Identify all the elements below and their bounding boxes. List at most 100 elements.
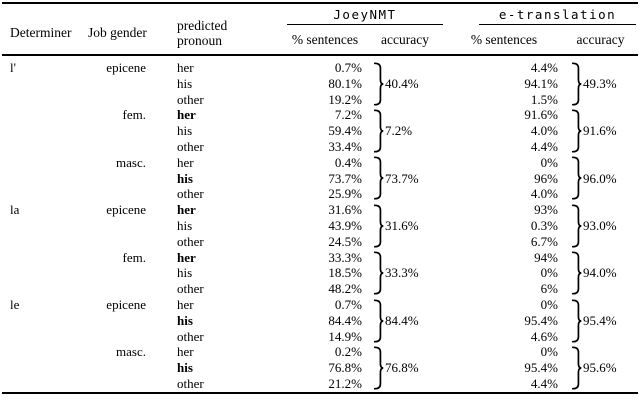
accuracy-brace-group: 96.0% (572, 156, 638, 200)
joey-accuracy-cell: 84.4% (365, 297, 445, 344)
accuracy-value: 40.4% (385, 75, 419, 91)
accuracy-brace-group: 84.4% (374, 299, 445, 343)
pronoun-cell: other (177, 375, 204, 391)
accuracy-value: 7.2% (385, 123, 413, 139)
accuracy-value: 73.7% (385, 170, 419, 186)
table-row: other 14.9% 4.6% (2, 329, 638, 345)
etrans-pct-cell: 0% (540, 265, 558, 281)
joey-pct-cell: 24.5% (328, 233, 362, 249)
etrans-pct-cell: 4.4% (530, 375, 558, 391)
joey-accuracy-cell: 73.7% (365, 155, 445, 202)
header-joey-accuracy: accuracy (381, 31, 429, 47)
table-row: other 19.2% 1.5% (2, 92, 638, 108)
table-row: his 80.1% 94.1% (2, 76, 638, 92)
pronoun-cell: other (177, 281, 204, 297)
table-row: la epicene her 31.6% 31.6% 93% 93.0% (2, 202, 638, 218)
brace-icon (374, 299, 384, 343)
pronoun-cell: his (177, 217, 193, 233)
accuracy-brace-group: 33.3% (374, 251, 445, 295)
brace-icon (572, 299, 582, 343)
joey-pct-cell: 33.4% (328, 138, 362, 154)
joey-pct-cell: 0.7% (334, 296, 362, 312)
etrans-pct-cell: 95.4% (524, 360, 558, 376)
job-gender-cell: epicene (106, 60, 146, 75)
etrans-pct-cell: 4.0% (530, 123, 558, 139)
header-predicted-pronoun: predicted pronoun (150, 3, 285, 55)
brace-icon (572, 156, 582, 200)
pronoun-cell: other (177, 186, 204, 202)
joey-accuracy-cell: 7.2% (365, 107, 445, 154)
pronoun-cell: his (177, 312, 193, 328)
etrans-pct-cell: 96% (534, 170, 558, 186)
joey-pct-cell: 43.9% (328, 217, 362, 233)
header-group-etranslation: e-translation (445, 3, 638, 25)
pronoun-cell: her (177, 296, 194, 312)
accuracy-brace-group: 95.6% (572, 346, 638, 390)
pronoun-cell: other (177, 233, 204, 249)
etrans-pct-cell: 94.1% (524, 75, 558, 91)
etrans-pct-cell: 0% (540, 154, 558, 170)
accuracy-value: 94.0% (583, 265, 617, 281)
table-row: his 59.4% 4.0% (2, 123, 638, 139)
etrans-pct-cell: 4.4% (530, 138, 558, 154)
header-job-gender: Job gender (88, 25, 147, 40)
table-row: masc. her 0.4% 73.7% 0% 96.0% (2, 155, 638, 171)
pronoun-cell: her (177, 154, 194, 170)
table-row: fem. her 33.3% 33.3% 94% 94.0% (2, 250, 638, 266)
header-determiner: Determiner (10, 25, 72, 40)
determiner-cell (2, 155, 88, 202)
pronoun-cell: her (177, 60, 194, 75)
joey-pct-cell: 48.2% (328, 281, 362, 297)
brace-icon (374, 346, 384, 390)
header-group-etranslation-label: e-translation (479, 5, 636, 25)
brace-icon (572, 109, 582, 153)
joey-pct-cell: 21.2% (328, 375, 362, 391)
table-row: other 25.9% 4.0% (2, 186, 638, 202)
pronoun-cell: her (177, 344, 194, 360)
determiner-cell (2, 107, 88, 154)
accuracy-brace-group: 93.0% (572, 204, 638, 248)
table-row: le epicene her 0.7% 84.4% 0% 95.4% (2, 297, 638, 313)
etrans-pct-cell: 4.6% (530, 328, 558, 344)
joey-pct-cell: 14.9% (328, 328, 362, 344)
joey-pct-cell: 18.5% (328, 265, 362, 281)
header-group-joeynmt-label: JoeyNMT (287, 5, 443, 25)
job-gender-cell: fem. (122, 107, 146, 123)
accuracy-value: 93.0% (583, 217, 617, 233)
brace-icon (572, 62, 582, 106)
joey-pct-cell: 59.4% (328, 123, 362, 139)
etrans-accuracy-cell: 91.6% (563, 107, 638, 154)
results-table: Determiner Job gender predicted pronoun … (2, 2, 638, 394)
brace-icon (572, 346, 582, 390)
accuracy-brace-group: 95.4% (572, 299, 638, 343)
etrans-pct-cell: 0% (540, 344, 558, 360)
accuracy-brace-group: 94.0% (572, 251, 638, 295)
etrans-accuracy-cell: 96.0% (563, 155, 638, 202)
accuracy-value: 96.0% (583, 170, 617, 186)
accuracy-brace-group: 76.8% (374, 346, 445, 390)
joey-accuracy-cell: 76.8% (365, 344, 445, 392)
joey-accuracy-cell: 40.4% (365, 55, 445, 107)
accuracy-value: 91.6% (583, 123, 617, 139)
accuracy-brace-group: 31.6% (374, 204, 445, 248)
accuracy-value: 33.3% (385, 265, 419, 281)
table-row: l' epicene her 0.7% 40.4% 4.4% 49.3% (2, 55, 638, 76)
table-row: other 33.4% 4.4% (2, 139, 638, 155)
joey-pct-cell: 25.9% (328, 186, 362, 202)
joey-pct-cell: 0.4% (334, 154, 362, 170)
joey-pct-cell: 33.3% (328, 249, 362, 265)
pronoun-cell: his (177, 75, 193, 91)
job-gender-cell: masc. (116, 154, 146, 170)
pronoun-cell: other (177, 328, 204, 344)
accuracy-brace-group: 7.2% (374, 109, 445, 153)
etrans-accuracy-cell: 95.6% (563, 344, 638, 392)
pronoun-cell: her (177, 202, 196, 218)
joey-accuracy-cell: 31.6% (365, 202, 445, 249)
header-group-joeynmt: JoeyNMT (285, 3, 445, 25)
joey-accuracy-cell: 33.3% (365, 250, 445, 297)
etrans-accuracy-cell: 93.0% (563, 202, 638, 249)
etrans-accuracy-cell: 94.0% (563, 250, 638, 297)
accuracy-value: 31.6% (385, 217, 419, 233)
etrans-pct-cell: 1.5% (530, 91, 558, 107)
pronoun-cell: his (177, 265, 193, 281)
